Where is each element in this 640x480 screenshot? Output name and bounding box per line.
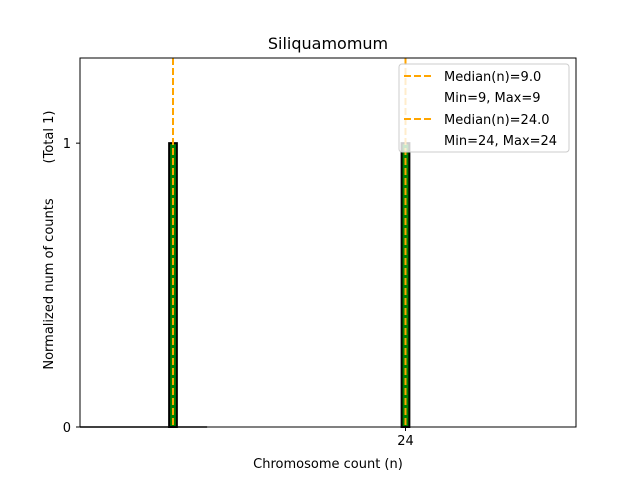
x-axis-label: Chromosome count (n) — [253, 457, 403, 472]
legend-frame — [398, 63, 570, 153]
y-axis-label: Normalized num of counts — [42, 198, 57, 369]
legend-median-label-2: Median(n)=24.0 — [444, 113, 550, 128]
y-axis-total-label: (Total 1) — [42, 111, 57, 164]
y-tick-label-0: 0 — [63, 421, 71, 436]
plot-area-frame — [79, 57, 577, 428]
x-tick-label-24: 24 — [397, 434, 414, 449]
legend: Median(n)=9.0 Min=9, Max=9 Median(n)=24.… — [398, 63, 570, 153]
legend-median-label-1: Median(n)=9.0 — [444, 70, 541, 85]
y-tick-label-1: 1 — [63, 137, 71, 152]
legend-range-label-2: Min=24, Max=24 — [444, 134, 557, 149]
legend-range-label-1: Min=9, Max=9 — [444, 91, 541, 106]
ticks-layer: 24 0 1 — [63, 137, 414, 449]
chart-title: Siliquamomum — [268, 34, 388, 53]
